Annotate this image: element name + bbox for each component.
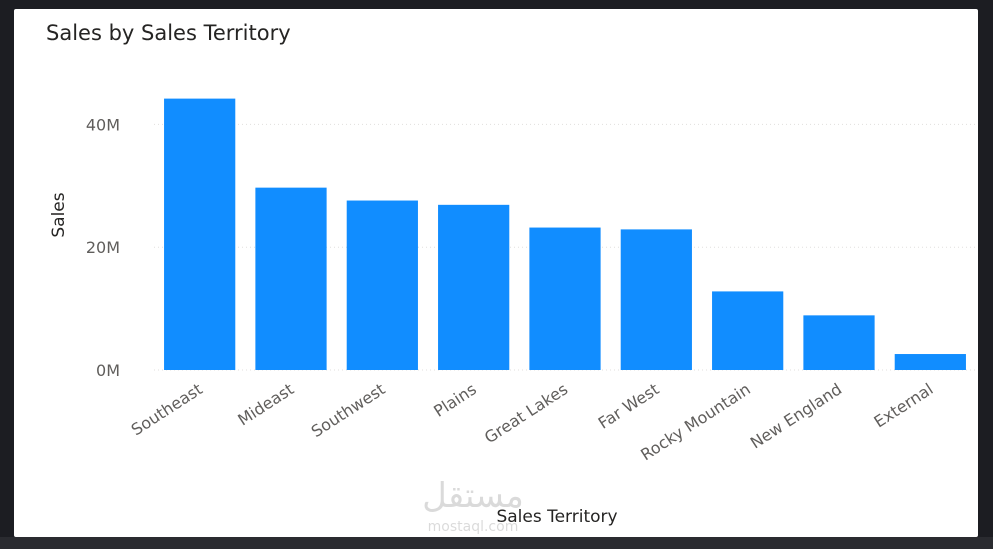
bar-external[interactable] — [894, 354, 966, 370]
x-tick-label: Great Lakes — [481, 379, 571, 447]
chart-card: Sales by Sales Territory 0M 20M 40M Southe… — [14, 9, 978, 537]
bar-rocky-mountain[interactable] — [712, 291, 784, 370]
y-tick-label: 20M — [86, 238, 120, 257]
x-tick-label: Mideast — [234, 379, 297, 429]
watermark: مستقل mostaql.com — [422, 476, 524, 535]
bar-far-west[interactable] — [620, 229, 692, 370]
bar-great-lakes[interactable] — [529, 227, 601, 370]
bar-chart: Sales by Sales Territory 0M 20M 40M Southe… — [46, 21, 976, 535]
bar-southwest[interactable] — [346, 200, 418, 370]
x-tick-label: Southwest — [308, 379, 389, 441]
x-axis-ticks: Southeast Mideast Southwest Plains Great Lak… — [128, 379, 937, 464]
y-tick-label: 0M — [96, 361, 120, 380]
x-tick-label: Plains — [430, 379, 480, 420]
y-tick-label: 40M — [86, 115, 120, 134]
x-tick-label: Southeast — [128, 379, 206, 439]
x-tick-label: External — [870, 379, 936, 431]
y-axis-title: Sales — [49, 192, 69, 237]
y-axis-ticks: 0M 20M 40M — [86, 115, 120, 380]
chart-title: Sales by Sales Territory — [46, 21, 291, 45]
bar-southeast[interactable] — [164, 98, 236, 370]
bars — [164, 98, 966, 370]
bottom-strip — [0, 537, 993, 549]
watermark-arabic: مستقل — [422, 476, 524, 516]
bar-plains[interactable] — [438, 204, 510, 370]
watermark-latin: mostaql.com — [428, 519, 519, 535]
x-tick-label: New England — [747, 379, 845, 452]
x-axis-title: Sales Territory — [496, 507, 617, 527]
bar-mideast[interactable] — [255, 187, 327, 370]
x-tick-label: Far West — [595, 379, 663, 432]
bar-new-england[interactable] — [803, 315, 875, 370]
